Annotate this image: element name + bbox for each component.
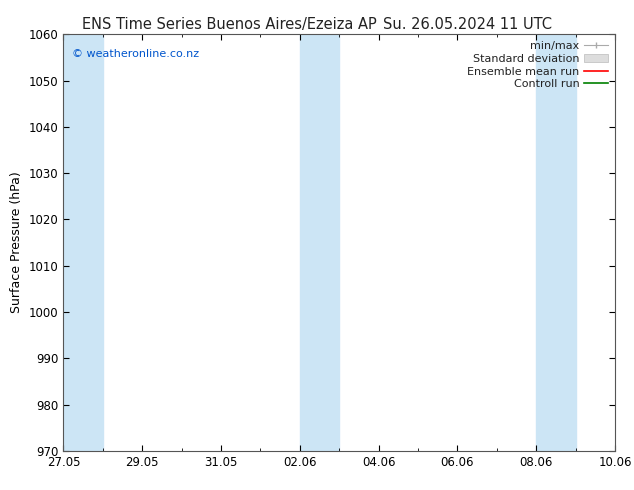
Legend: min/max, Standard deviation, Ensemble mean run, Controll run: min/max, Standard deviation, Ensemble me… <box>463 37 612 94</box>
Text: © weatheronline.co.nz: © weatheronline.co.nz <box>72 49 199 59</box>
Bar <box>300 34 339 451</box>
Text: Su. 26.05.2024 11 UTC: Su. 26.05.2024 11 UTC <box>382 17 552 32</box>
Bar <box>536 34 576 451</box>
Y-axis label: Surface Pressure (hPa): Surface Pressure (hPa) <box>10 172 23 314</box>
Text: ENS Time Series Buenos Aires/Ezeiza AP: ENS Time Series Buenos Aires/Ezeiza AP <box>82 17 377 32</box>
Bar <box>63 34 103 451</box>
